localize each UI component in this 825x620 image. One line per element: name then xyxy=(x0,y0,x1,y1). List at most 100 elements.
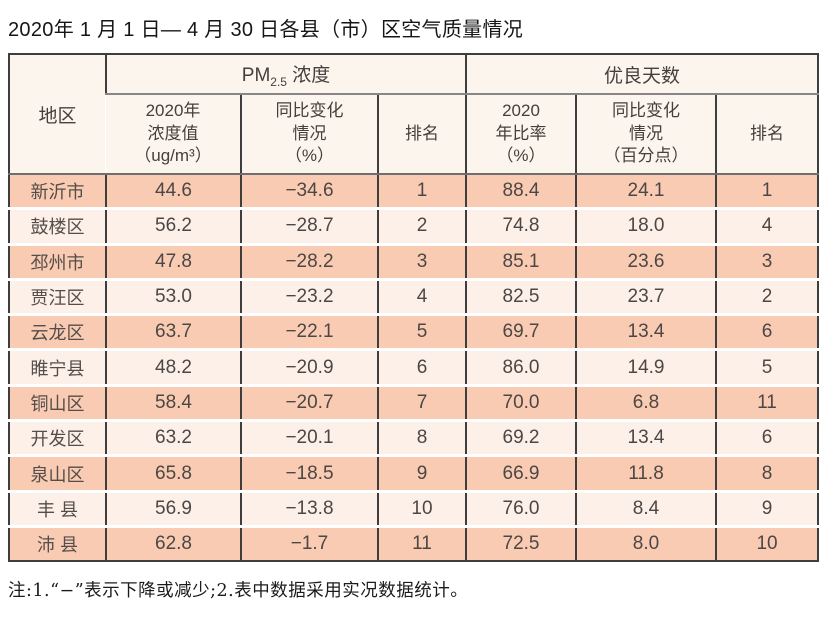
region-cell: 新沂市 xyxy=(9,174,106,211)
pm-value-cell: 62.8 xyxy=(105,526,241,562)
pm-value-cell: 65.8 xyxy=(105,455,241,493)
col-header-days-change: 同比变化 情况 （百分点） xyxy=(575,94,716,175)
region-cell: 丰 县 xyxy=(9,491,106,528)
pm-change-cell: −18.5 xyxy=(240,455,378,493)
region-cell: 沛 县 xyxy=(36,535,78,556)
table-row: 泉山区 65.8 −18.5 9 66.9 11.8 8 xyxy=(9,455,819,493)
pm-change-cell: −13.8 xyxy=(240,491,378,528)
region-cell: 鼓楼区 xyxy=(9,208,106,246)
table-row: 贾汪区 53.0 −23.2 4 82.5 23.7 2 xyxy=(9,279,819,317)
table-header: 地区 PM2.5 浓度 优良天数 2020年 浓度值 （ug/m³） 同比变化 … xyxy=(9,54,819,175)
region-cell: 云龙区 xyxy=(9,314,106,352)
pm-change-cell: −1.7 xyxy=(240,526,378,562)
pm-rank-cell: 8 xyxy=(377,420,466,458)
days-rank-cell: 11 xyxy=(714,385,819,423)
pm-value-cell: 47.8 xyxy=(105,244,241,281)
col-header-days-ratio: 2020 年比率 （%） xyxy=(465,94,576,175)
group-header-pm25: PM2.5 浓度 xyxy=(105,54,466,95)
col-header-pm-change: 同比变化 情况 （%） xyxy=(240,94,378,175)
days-ratio-cell: 86.0 xyxy=(465,349,576,387)
pm-rank-cell: 2 xyxy=(377,208,466,246)
days-ratio-cell: 69.2 xyxy=(465,420,576,458)
table-row: 邳州市 47.8 −28.2 3 85.1 23.6 3 xyxy=(9,244,819,281)
pm-rank-cell: 9 xyxy=(377,455,466,493)
pm-change-cell: −22.1 xyxy=(240,314,378,352)
page-title: 2020年 1 月 1 日— 4 月 30 日各县（市）区空气质量情况 xyxy=(8,19,524,41)
days-ratio-cell: 82.5 xyxy=(465,279,576,317)
days-rank-cell: 6 xyxy=(714,420,819,458)
pm-rank-cell: 4 xyxy=(377,279,466,317)
days-ratio-cell: 69.7 xyxy=(465,314,576,352)
pm25-label-subscript: 2.5 xyxy=(270,74,287,89)
pm-rank-cell: 5 xyxy=(377,314,466,352)
pm-rank-cell: 7 xyxy=(377,385,466,423)
pm-rank-cell: 6 xyxy=(377,349,466,387)
days-ratio-cell: 66.9 xyxy=(465,455,576,493)
days-rank-cell: 5 xyxy=(714,349,819,387)
days-change-cell: 6.8 xyxy=(575,385,716,423)
pm-rank-cell: 10 xyxy=(377,491,466,528)
region-cell: 开发区 xyxy=(9,420,106,458)
region-cell: 邳州市 xyxy=(9,244,106,281)
col-header-pm-rank: 排名 xyxy=(377,94,466,175)
days-change-cell: 11.8 xyxy=(575,455,716,493)
table-row: 睢宁县 48.2 −20.9 6 86.0 14.9 5 xyxy=(9,349,819,387)
pm-rank-cell: 11 xyxy=(377,526,466,562)
days-change-cell: 13.4 xyxy=(575,420,716,458)
table-row: 沛 县 62.8 −1.7 11 72.5 8.0 10 xyxy=(9,526,819,562)
pm-change-cell: −20.1 xyxy=(240,420,378,458)
header-sub-row: 2020年 浓度值 （ug/m³） 同比变化 情况 （%） 排名 2020 年比… xyxy=(9,94,819,175)
region-cell: 睢宁县 xyxy=(9,349,106,387)
pm-rank-cell: 3 xyxy=(377,244,466,281)
footnote: 注:1.“−”表示下降或减少;2.表中数据采用实况数据统计。 xyxy=(8,581,469,602)
days-change-cell: 13.4 xyxy=(575,314,716,352)
pm-change-cell: −34.6 xyxy=(240,174,378,211)
region-cell: 铜山区 xyxy=(9,385,106,423)
table-row: 云龙区 63.7 −22.1 5 69.7 13.4 6 xyxy=(9,314,819,352)
days-ratio-cell: 74.8 xyxy=(465,208,576,246)
pm-value-cell: 48.2 xyxy=(105,349,241,387)
days-change-cell: 23.6 xyxy=(575,244,716,281)
pm-value-cell: 44.6 xyxy=(105,174,241,211)
region-cell: 泉山区 xyxy=(9,455,106,493)
days-change-cell: 8.4 xyxy=(575,491,716,528)
pm-value-cell: 58.4 xyxy=(105,385,241,423)
pm-change-cell: −20.7 xyxy=(240,385,378,423)
col-header-region: 地区 xyxy=(9,54,106,175)
days-change-cell: 24.1 xyxy=(575,174,716,211)
days-rank-cell: 6 xyxy=(714,314,819,352)
table-row: 铜山区 58.4 −20.7 7 70.0 6.8 11 xyxy=(9,385,819,423)
days-rank-cell: 9 xyxy=(714,491,819,528)
table-row: 新沂市 44.6 −34.6 1 88.4 24.1 1 xyxy=(9,174,819,211)
pm-value-cell: 53.0 xyxy=(105,279,241,317)
table-row: 鼓楼区 56.2 −28.7 2 74.8 18.0 4 xyxy=(9,208,819,246)
days-change-cell: 14.9 xyxy=(575,349,716,387)
col-header-days-rank: 排名 xyxy=(714,94,819,175)
table-row: 开发区 63.2 −20.1 8 69.2 13.4 6 xyxy=(9,420,819,458)
table-body: 新沂市 44.6 −34.6 1 88.4 24.1 1 鼓楼区 56.2 −28.7 2 74.8 1… xyxy=(9,174,819,562)
region-cell: 贾汪区 xyxy=(9,279,106,317)
days-rank-cell: 4 xyxy=(714,208,819,246)
days-change-cell: 23.7 xyxy=(575,279,716,317)
pm25-label-prefix: PM xyxy=(241,64,271,86)
days-rank-cell: 2 xyxy=(714,279,819,317)
pm-change-cell: −20.9 xyxy=(240,349,378,387)
pm-change-cell: −28.7 xyxy=(240,208,378,246)
col-header-pm-value: 2020年 浓度值 （ug/m³） xyxy=(106,94,241,175)
days-ratio-cell: 85.1 xyxy=(465,244,576,281)
days-rank-cell: 3 xyxy=(714,244,819,281)
pm-rank-cell: 1 xyxy=(377,174,466,211)
days-ratio-cell: 72.5 xyxy=(465,526,576,562)
pm-value-cell: 56.2 xyxy=(105,208,241,246)
days-rank-cell: 1 xyxy=(714,174,819,211)
days-ratio-cell: 76.0 xyxy=(465,491,576,528)
air-quality-table: 地区 PM2.5 浓度 优良天数 2020年 浓度值 （ug/m³） 同比变化 … xyxy=(8,53,820,563)
days-change-cell: 18.0 xyxy=(575,208,716,246)
days-ratio-cell: 88.4 xyxy=(465,174,576,211)
pm-value-cell: 63.7 xyxy=(105,314,241,352)
pm-change-cell: −28.2 xyxy=(240,244,378,281)
days-ratio-cell: 70.0 xyxy=(465,385,576,423)
group-header-good-days: 优良天数 xyxy=(464,54,819,95)
days-change-cell: 8.0 xyxy=(575,526,716,562)
